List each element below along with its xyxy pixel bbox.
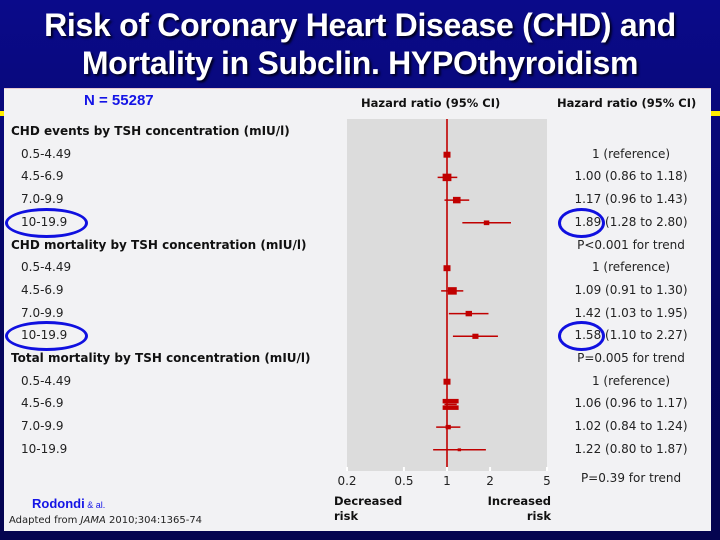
slide-title: Risk of Coronary Heart Disease (CHD) and… [0,6,720,82]
decreased-risk-line-1: Decreased [334,494,403,508]
increased-risk-line-2: risk [526,509,551,523]
slide-title-line-1: Risk of Coronary Heart Disease (CHD) and [44,7,676,43]
hazard-ratio-marker [447,287,457,295]
hazard-ratio-marker [452,196,461,204]
hazard-ratio-marker [445,424,451,430]
tsh-range-label: 7.0-9.9 [21,419,64,434]
hazard-ratio-value: 1 (reference) [591,373,671,388]
highlight-circle-range [5,207,88,238]
tsh-range-label: 10-19.9 [21,441,68,456]
source-prefix: Adapted from [9,515,81,526]
group-header: CHD events by TSH concentration (mIU/l) [11,124,290,138]
sample-size-label: N = 55287 [84,92,154,109]
tsh-range-label: 7.0-9.9 [21,192,64,207]
tsh-range-label: 0.5-4.49 [21,373,72,388]
hazard-ratio-marker [465,310,472,317]
plot-column-header: Hazard ratio (95% CI) [361,96,501,110]
hazard-ratio-marker [442,405,459,410]
x-axis-tick-label: 0.2 [337,474,357,488]
increased-risk-label: Increased risk [481,494,551,524]
hazard-ratio-value: 1 (reference) [591,146,671,161]
hazard-ratio-marker [442,398,459,404]
hazard-ratio-value: 1.00 (0.86 to 1.18) [574,169,688,184]
increased-risk-line-1: Increased [487,494,551,508]
accent-bar-left [0,111,4,116]
hazard-ratio-value: 1.42 (1.03 to 1.95) [574,305,688,320]
trend-p-value: P<0.001 for trend [577,237,685,252]
hazard-ratio-marker [457,448,462,452]
accent-bar-right [711,111,720,116]
tsh-range-label: 7.0-9.9 [21,305,64,320]
group-header: CHD mortality by TSH concentration (mIU/… [11,237,307,252]
hazard-ratio-value: 1 (reference) [591,260,671,275]
hazard-ratio-marker [443,378,451,385]
hazard-ratio-value: 1.02 (0.84 to 1.24) [574,419,688,434]
x-axis-tick-label: 0.5 [394,474,414,488]
hazard-ratio-marker [483,220,490,226]
author-name: Rodondi [32,496,85,511]
hazard-ratio-value: 1.06 (0.96 to 1.17) [574,396,688,411]
group-header: Total mortality by TSH concentration (mI… [11,351,311,365]
highlight-circle-hr [558,321,605,352]
tsh-range-label: 4.5-6.9 [21,282,64,297]
hazard-ratio-marker [443,151,451,158]
tsh-range-label: 0.5-4.49 [21,146,72,161]
x-axis-tick-label: 5 [543,474,551,488]
author-etal: & al. [84,500,106,510]
slide-title-line-2: Mortality in Subclin. HYPOthyroidism [81,45,639,81]
hazard-ratio-value: 1.17 (0.96 to 1.43) [574,192,688,207]
x-axis-tick-label: 1 [443,474,451,488]
x-axis-tick-label: 2 [486,474,494,488]
hazard-ratio-value: 1.22 (0.80 to 1.87) [574,441,688,456]
hazard-ratio-marker [443,265,451,272]
tsh-range-label: 4.5-6.9 [21,169,64,184]
highlight-circle-hr [558,207,605,238]
source-suffix: 2010;304:1365-74 [105,515,203,526]
author-credit: Rodondi & al. [32,496,105,511]
tsh-range-label: 0.5-4.49 [21,260,72,275]
tsh-range-label: 4.5-6.9 [21,396,64,411]
hazard-ratio-marker [442,173,452,182]
trend-p-value: P=0.005 for trend [577,351,685,365]
hazard-ratio-value: 1.09 (0.91 to 1.30) [574,282,688,297]
source-citation: Adapted from JAMA 2010;304:1365-74 [9,515,202,526]
trend-p-value: P=0.39 for trend [580,470,682,485]
decreased-risk-line-2: risk [334,509,359,523]
hazard-ratio-marker [472,333,479,339]
value-column-header: Hazard ratio (95% CI) [557,96,697,110]
source-journal: JAMA [80,515,106,526]
highlight-circle-range [5,321,88,352]
decreased-risk-label: Decreased risk [334,494,402,524]
